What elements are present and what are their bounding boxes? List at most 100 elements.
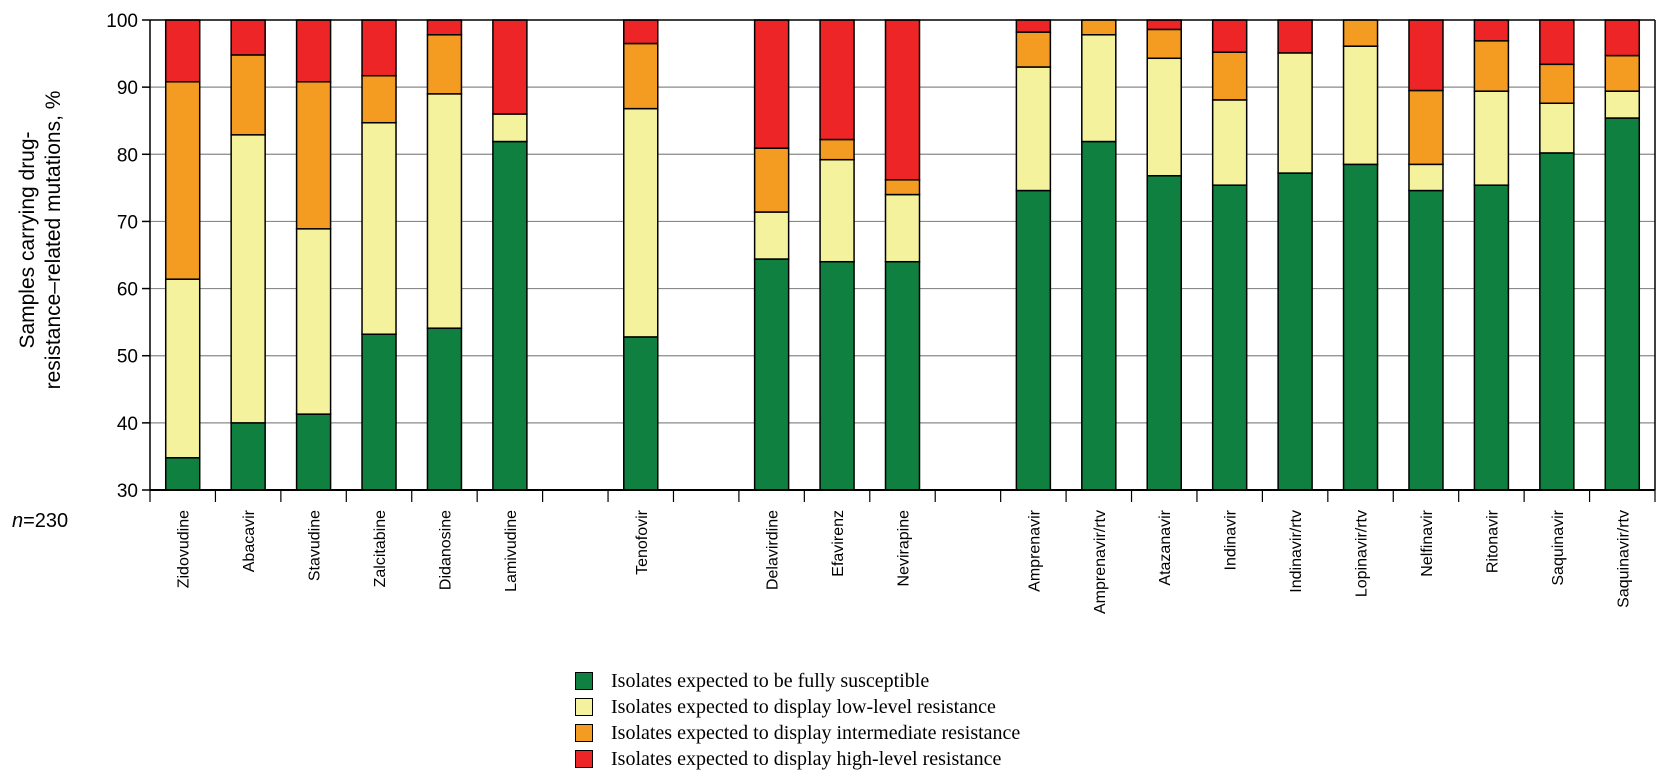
x-category-label: Abacavir <box>241 509 258 572</box>
bar-segment-3 <box>1081 19 1117 36</box>
bar-segment-1 <box>361 333 397 491</box>
bar-segment-3 <box>164 81 201 280</box>
bar-segment-4 <box>295 19 332 83</box>
bar-segment-4 <box>230 19 266 56</box>
legend-swatch-low-level <box>575 698 593 716</box>
bar-segment-3 <box>1146 28 1182 60</box>
bar-segment-2 <box>819 158 855 263</box>
bar-segment-2 <box>1604 90 1641 119</box>
x-category-label: Amprenavir <box>1026 509 1043 591</box>
bar-segment-4 <box>164 19 201 83</box>
bar-segment-2 <box>1211 99 1248 186</box>
bar-segment-1 <box>623 336 659 491</box>
bar-segment-3 <box>819 138 855 161</box>
bar-segment-1 <box>426 327 463 491</box>
bar-segment-3 <box>1473 40 1510 92</box>
bar-segment-2 <box>623 107 659 338</box>
bar-segment-2 <box>1342 45 1379 166</box>
bar-segment-1 <box>1211 184 1248 491</box>
x-category-label: Saquinavir/rtv <box>1615 510 1632 608</box>
x-category-label: Efavirenz <box>830 510 847 577</box>
x-category-label: Ritonavir <box>1484 509 1501 573</box>
x-category-label: Nelfinavir <box>1419 509 1436 576</box>
bar-segment-4 <box>361 19 397 77</box>
y-tick-labels: 30 40 50 60 70 80 90 100 <box>106 11 138 502</box>
x-category-label: Nevirapine <box>896 510 913 587</box>
y-tick-label: 100 <box>106 11 138 32</box>
bar-segment-1 <box>819 260 855 491</box>
bar-segment-2 <box>230 134 266 424</box>
bars <box>164 19 1641 491</box>
category-labels: Zidovudine Abacavir Stavudine Zalcitabine Di… <box>176 509 1633 614</box>
bar-segment-1 <box>1473 184 1510 491</box>
bar-segment-2 <box>492 113 528 143</box>
x-category-label: Indinavir <box>1223 509 1240 570</box>
bar-segment-4 <box>426 19 463 36</box>
bar-segment-2 <box>1015 66 1052 192</box>
sample-size-value: =230 <box>23 510 69 532</box>
legend-item-susceptible: Isolates expected to be fully susceptibl… <box>575 668 1020 694</box>
x-category-label: Zidovudine <box>176 510 193 588</box>
legend-label-high-level: Isolates expected to display high-level … <box>611 747 1002 770</box>
x-category-label: Delavirdine <box>765 510 782 590</box>
x-category-label: Amprenavir/rtv <box>1092 510 1109 614</box>
bar-segment-1 <box>164 457 201 491</box>
bar-segment-4 <box>1146 19 1182 31</box>
axes <box>142 19 1656 502</box>
bar-segment-4 <box>1539 19 1575 66</box>
y-tick-label: 60 <box>117 280 138 301</box>
bar-segment-1 <box>1539 152 1575 491</box>
x-category-label: Zalcitabine <box>372 510 389 587</box>
x-category-label: Tenofovir <box>634 509 651 575</box>
bar-segment-3 <box>295 81 332 230</box>
bar-segment-4 <box>1408 19 1444 92</box>
y-axis-title-line2: resistance–related mutations, % <box>42 91 65 390</box>
bar-segment-2 <box>361 121 397 335</box>
bar-segment-3 <box>623 42 659 110</box>
x-category-label: Lamivudine <box>503 510 520 592</box>
x-category-label: Saquinavir <box>1550 509 1567 585</box>
sample-size-symbol: n <box>12 510 24 532</box>
bar-segment-2 <box>1081 34 1117 143</box>
bar-segment-1 <box>295 413 332 491</box>
bar-segment-2 <box>1473 90 1510 186</box>
bar-segment-1 <box>230 422 266 491</box>
bar-segment-2 <box>164 278 201 459</box>
bar-segment-2 <box>753 211 790 260</box>
bar-segment-1 <box>753 258 790 491</box>
bar-segment-1 <box>1081 140 1117 491</box>
bar-segment-4 <box>1211 19 1248 53</box>
bar-segment-1 <box>492 140 528 491</box>
bar-segment-2 <box>884 193 921 263</box>
bar-segment-4 <box>819 19 855 141</box>
legend-item-intermediate: Isolates expected to display intermediat… <box>575 720 1020 746</box>
bar-segment-4 <box>884 19 921 181</box>
bar-segment-2 <box>426 93 463 329</box>
sample-size-label: n=230 <box>12 510 68 533</box>
y-tick-label: 90 <box>117 78 138 99</box>
legend: Isolates expected to be fully susceptibl… <box>575 668 1020 772</box>
y-tick-label: 70 <box>117 212 138 233</box>
legend-label-low-level: Isolates expected to display low-level r… <box>611 695 996 718</box>
bar-segment-1 <box>884 260 921 491</box>
bar-segment-3 <box>1342 19 1379 47</box>
bar-segment-3 <box>1015 31 1052 68</box>
bar-segment-3 <box>426 34 463 95</box>
y-tick-label: 40 <box>117 414 138 435</box>
bar-segment-3 <box>361 74 397 124</box>
bar-segment-4 <box>753 19 790 149</box>
bar-segment-3 <box>230 54 266 136</box>
bar-segment-1 <box>1146 175 1182 491</box>
bar-segment-4 <box>1604 19 1641 57</box>
bar-segment-2 <box>295 228 332 415</box>
bar-segment-3 <box>1539 63 1575 105</box>
legend-label-intermediate: Isolates expected to display intermediat… <box>611 721 1021 744</box>
legend-swatch-intermediate <box>575 724 593 742</box>
bar-segment-1 <box>1408 189 1444 491</box>
bar-segment-4 <box>1277 19 1313 54</box>
x-category-label: Lopinavir/rtv <box>1354 510 1371 597</box>
bar-segment-2 <box>1277 52 1313 174</box>
bar-segment-3 <box>1604 54 1641 92</box>
bar-segment-1 <box>1277 172 1313 491</box>
